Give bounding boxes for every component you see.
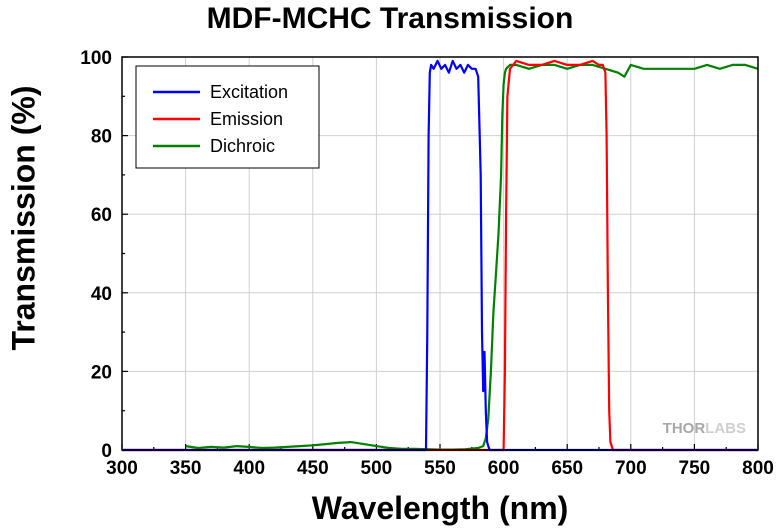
legend-label: Dichroic (210, 136, 275, 156)
chart-title: MDF-MCHC Transmission (206, 2, 574, 35)
series-line-emission (122, 59, 758, 452)
x-tick-label: 450 (297, 458, 329, 479)
x-tick-label: 700 (615, 458, 647, 479)
x-tick-label: 650 (551, 458, 583, 479)
axis-ticks: 300 350 400 450 500 550 600 650 700 750 800 0 20 40 60… (80, 48, 774, 479)
y-tick-label: 0 (101, 441, 112, 462)
x-tick-label: 600 (488, 458, 520, 479)
x-tick-label: 400 (233, 458, 265, 479)
legend: Excitation Emission Dichroic (135, 65, 320, 169)
series-line-dichroic (185, 63, 759, 451)
y-tick-label: 80 (91, 127, 112, 148)
watermark: THORLABS (663, 420, 746, 437)
series-group (122, 59, 759, 452)
x-tick-label: 500 (361, 458, 393, 479)
legend-label: Emission (210, 109, 283, 129)
legend-box (135, 65, 320, 169)
x-tick-label: 550 (424, 458, 456, 479)
y-tick-label: 40 (91, 284, 112, 305)
y-tick-label: 20 (91, 362, 112, 383)
legend-label: Excitation (210, 82, 288, 102)
x-tick-label: 300 (106, 458, 138, 479)
y-tick-label: 60 (91, 205, 112, 226)
x-tick-label: 350 (170, 458, 202, 479)
plot-frame (121, 56, 759, 451)
series-line-excitation (122, 59, 758, 452)
x-axis-label: Wavelength (nm) (311, 490, 569, 526)
y-tick-label: 100 (80, 48, 112, 69)
x-tick-label: 800 (742, 458, 774, 479)
x-tick-label: 750 (679, 458, 711, 479)
